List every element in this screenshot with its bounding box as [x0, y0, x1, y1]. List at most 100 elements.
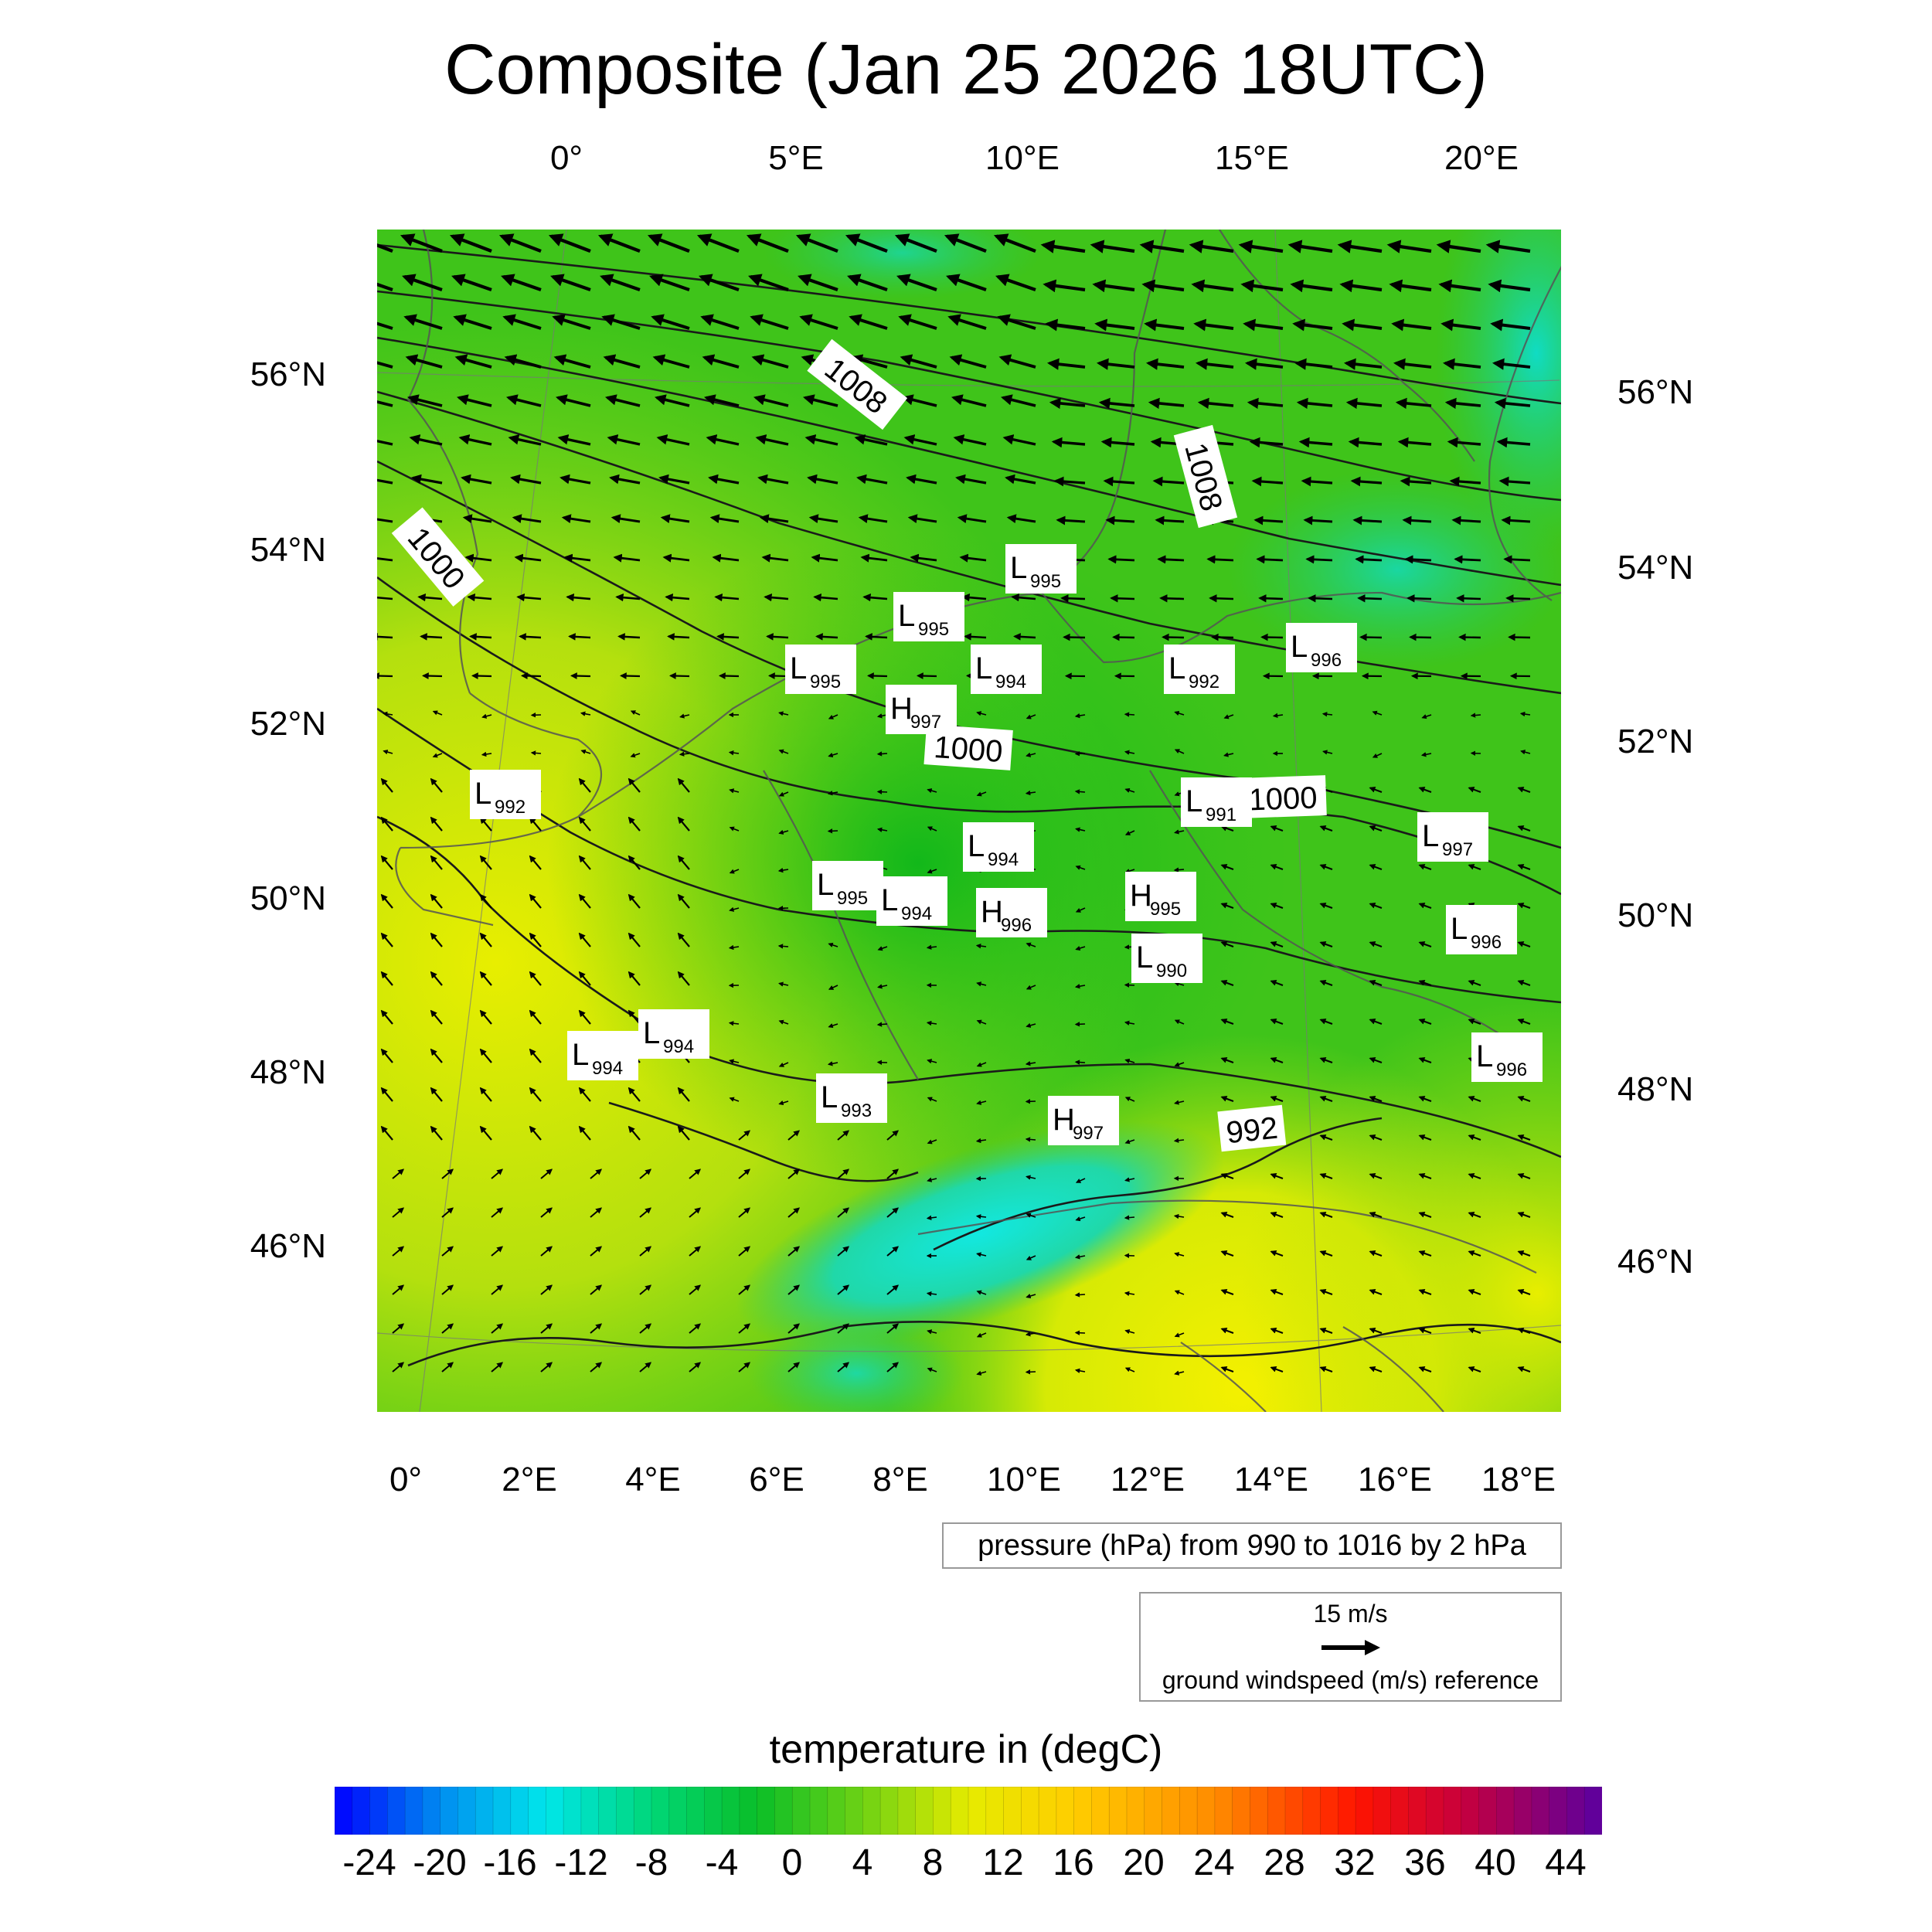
colorbar-swatch [528, 1787, 547, 1835]
low-pressure-center: L 996 [1286, 623, 1357, 672]
colorbar-swatch [1443, 1787, 1462, 1835]
colorbar-swatch [668, 1787, 688, 1835]
bottom-lon-tick: 6°E [749, 1461, 804, 1498]
svg-text:L: L [881, 883, 898, 917]
svg-text:L: L [1010, 551, 1027, 585]
colorbar-swatch [1320, 1787, 1339, 1835]
bottom-lon-tick: 4°E [625, 1461, 681, 1498]
colorbar-swatch [1144, 1787, 1163, 1835]
colorbar-label: 0 [781, 1842, 803, 1883]
colorbar-label: 28 [1264, 1842, 1305, 1883]
svg-text:H: H [981, 895, 1003, 929]
colorbar-swatch [580, 1787, 600, 1835]
svg-text:L: L [1168, 651, 1185, 685]
colorbar-swatch [827, 1787, 846, 1835]
svg-text:L: L [975, 651, 992, 685]
svg-text:992: 992 [495, 797, 526, 818]
low-pressure-center: L 995 [812, 861, 883, 910]
colorbar-swatch [1162, 1787, 1181, 1835]
svg-text:991: 991 [1206, 804, 1236, 825]
svg-text:995: 995 [1030, 571, 1061, 592]
svg-text:L: L [968, 829, 985, 863]
svg-text:L: L [474, 777, 492, 811]
svg-text:L: L [898, 599, 915, 633]
svg-text:996: 996 [1001, 915, 1032, 936]
colorbar-swatch [774, 1787, 794, 1835]
top-lon-tick: 20°E [1444, 139, 1519, 177]
low-pressure-center: L 992 [1164, 645, 1235, 694]
right-lat-tick: 48°N [1617, 1070, 1694, 1108]
colorbar-swatch [1126, 1787, 1145, 1835]
colorbar-label: 4 [852, 1842, 873, 1883]
colorbar-swatch [440, 1787, 459, 1835]
top-lon-tick: 10°E [985, 139, 1060, 177]
colorbar-swatch [1478, 1787, 1498, 1835]
low-pressure-center: L 994 [876, 876, 947, 926]
colorbar-swatch [721, 1787, 740, 1835]
colorbar-swatch [1108, 1787, 1128, 1835]
colorbar-swatch [704, 1787, 723, 1835]
svg-text:995: 995 [918, 619, 949, 640]
left-lat-tick: 52°N [250, 705, 326, 743]
pressure-contour-note: pressure (hPa) from 990 to 1016 by 2 hPa [942, 1522, 1562, 1569]
top-lon-tick: 0° [549, 139, 583, 177]
svg-text:993: 993 [841, 1100, 872, 1121]
low-pressure-center: L 991 [1181, 777, 1252, 827]
right-lat-tick: 54°N [1617, 549, 1694, 587]
colorbar-swatch [1583, 1787, 1602, 1835]
colorbar-swatch [1056, 1787, 1075, 1835]
svg-text:997: 997 [1073, 1123, 1104, 1144]
colorbar-swatch [1232, 1787, 1251, 1835]
left-lat-tick: 54°N [250, 531, 326, 569]
colorbar-swatch [1267, 1787, 1286, 1835]
svg-text:H: H [890, 692, 913, 726]
svg-text:994: 994 [988, 849, 1019, 870]
low-pressure-center: L 996 [1471, 1032, 1543, 1082]
colorbar-swatch [1461, 1787, 1480, 1835]
colorbar-swatch [1003, 1787, 1022, 1835]
svg-text:996: 996 [1496, 1060, 1527, 1080]
temperature-colorbar [335, 1787, 1602, 1835]
colorbar-swatch [492, 1787, 512, 1835]
colorbar-label: -4 [705, 1842, 739, 1883]
colorbar-swatch [404, 1787, 423, 1835]
weather-map[interactable]: 1008 1008 1000 1000 1000 992 [377, 230, 1561, 1412]
svg-text:L: L [821, 1080, 838, 1114]
colorbar-label: -20 [413, 1842, 467, 1883]
left-lat-tick: 48°N [250, 1053, 326, 1091]
wind-reference-box: 15 m/s ground windspeed (m/s) reference [1139, 1592, 1562, 1702]
bottom-lon-tick: 18°E [1481, 1461, 1556, 1498]
colorbar-swatch [616, 1787, 635, 1835]
colorbar-label: 40 [1475, 1842, 1516, 1883]
low-pressure-center: L 993 [816, 1073, 887, 1123]
bottom-lon-tick: 2°E [502, 1461, 557, 1498]
colorbar-swatch [1549, 1787, 1568, 1835]
colorbar-swatch [950, 1787, 969, 1835]
svg-text:L: L [1185, 784, 1202, 818]
colorbar-swatch [1496, 1787, 1515, 1835]
colorbar-swatch [1408, 1787, 1427, 1835]
svg-text:997: 997 [1442, 839, 1473, 860]
colorbar-swatch [739, 1787, 758, 1835]
colorbar-swatch [897, 1787, 917, 1835]
low-pressure-center: L 995 [893, 592, 964, 641]
colorbar-label: 32 [1334, 1842, 1376, 1883]
low-pressure-center: L 990 [1131, 934, 1202, 983]
colorbar-swatch [879, 1787, 899, 1835]
colorbar-label: -12 [554, 1842, 608, 1883]
colorbar-swatch [1250, 1787, 1269, 1835]
bottom-lon-tick: 10°E [987, 1461, 1061, 1498]
svg-text:L: L [817, 868, 834, 902]
colorbar-swatch [1091, 1787, 1111, 1835]
colorbar-swatch [862, 1787, 881, 1835]
svg-text:L: L [1476, 1039, 1493, 1073]
top-lon-tick: 5°E [768, 139, 824, 177]
map-canvas: 1008 1008 1000 1000 1000 992 [377, 230, 1561, 1412]
colorbar-label: 24 [1193, 1842, 1235, 1883]
colorbar-label: -8 [634, 1842, 668, 1883]
colorbar-swatch [915, 1787, 934, 1835]
colorbar-swatch [1021, 1787, 1039, 1835]
left-lat-tick: 46°N [250, 1227, 326, 1265]
